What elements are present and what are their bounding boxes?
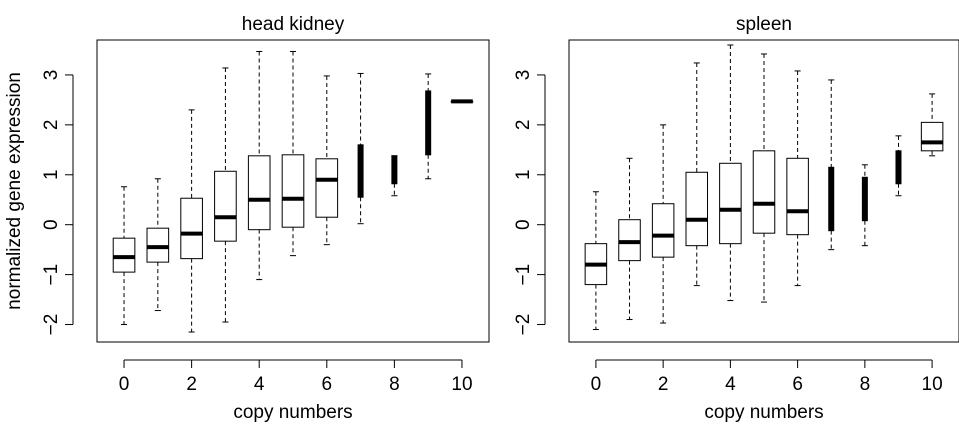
box [920, 121, 944, 152]
box [180, 197, 203, 260]
box [357, 144, 364, 198]
chart-title: head kidney [242, 14, 345, 35]
box [214, 170, 237, 242]
y-tick-label: 1 [41, 169, 62, 180]
x-tick-label: 6 [322, 374, 333, 395]
y-tick-label: −2 [41, 314, 62, 336]
box [247, 155, 271, 231]
x-tick-label: 8 [389, 374, 400, 395]
y-tick-label: 2 [513, 120, 534, 131]
y-tick-label: 3 [41, 70, 62, 81]
panel-head-kidney: head kidney copy numbers normalized gene… [4, 14, 490, 423]
x-tick-label: 4 [725, 374, 736, 395]
box [786, 157, 809, 236]
box [752, 150, 776, 234]
y-tick-label: 1 [513, 169, 534, 180]
x-tick-label: 6 [792, 374, 803, 395]
box [861, 176, 868, 222]
x-tick-label: 10 [451, 374, 472, 395]
y-tick-label: 0 [513, 219, 534, 230]
x-tick-label: 0 [591, 374, 602, 395]
box [281, 154, 305, 228]
box [828, 166, 835, 232]
y-tick-label: 2 [41, 120, 62, 131]
box [425, 90, 432, 156]
plot-frame [96, 39, 490, 343]
y-tick-label: −1 [41, 264, 62, 286]
y-axis-label: normalized gene expression [4, 72, 25, 310]
plot-area: 0 2 4 6 8 10 −2 −1 0 1 2 3 [41, 50, 474, 395]
panel-spleen: spleen copy numbers 0 2 4 6 8 10 −2 −1 0 1 2 3 [513, 14, 959, 423]
y-tick-label: −2 [513, 314, 534, 336]
chart-title: spleen [736, 14, 792, 35]
box [719, 162, 742, 245]
x-tick-label: 2 [658, 374, 669, 395]
y-tick-label: −1 [513, 264, 534, 286]
x-tick-label: 10 [922, 374, 943, 395]
x-tick-label: 8 [860, 374, 871, 395]
box [315, 158, 339, 218]
plot-frame [568, 39, 959, 343]
x-tick-label: 2 [186, 374, 197, 395]
x-axis-label: copy numbers [704, 402, 823, 423]
box [651, 203, 675, 258]
y-tick-label: 0 [41, 219, 62, 230]
box [391, 155, 398, 185]
x-axis-label: copy numbers [233, 402, 352, 423]
box [685, 171, 709, 247]
box [895, 150, 902, 185]
plot-area: 0 2 4 6 8 10 −2 −1 0 1 2 3 [513, 44, 944, 395]
x-tick-label: 4 [254, 374, 265, 395]
x-tick-label: 0 [119, 374, 130, 395]
y-tick-label: 3 [513, 70, 534, 81]
